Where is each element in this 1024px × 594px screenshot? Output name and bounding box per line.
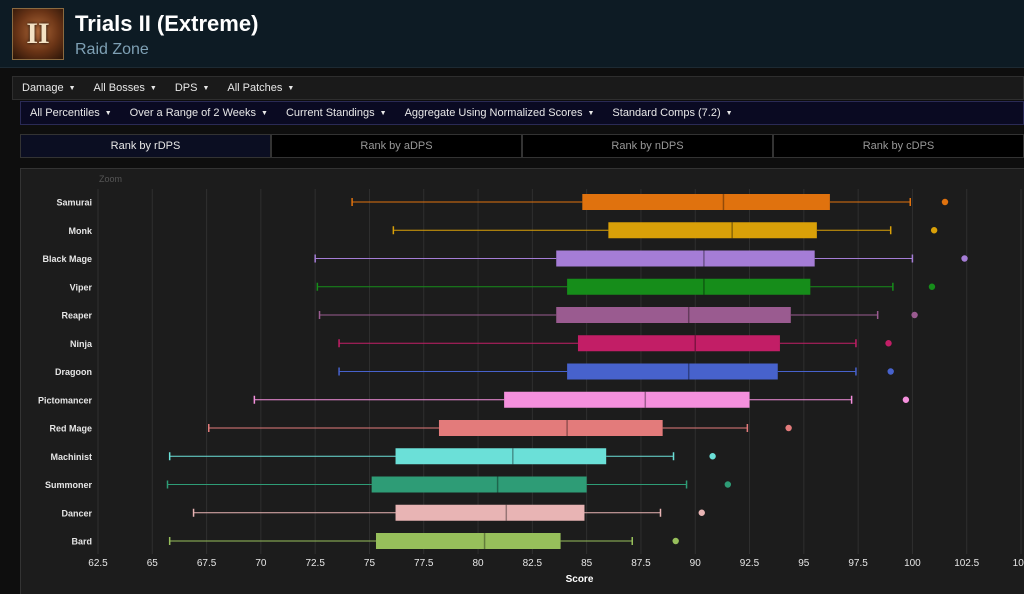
- iqr-box: [567, 363, 778, 380]
- y-category-label: Viper: [70, 282, 93, 292]
- outlier-point: [941, 198, 949, 206]
- tab-rank-rdps[interactable]: Rank by rDPS: [20, 134, 271, 158]
- x-axis-title: Score: [566, 574, 594, 585]
- chart-panel: Zoom 62.5 65 67.5 70 72.5 75 77.5 80 82.5 85 87.5 9…: [20, 168, 1024, 594]
- x-tick-label: 65: [147, 558, 159, 569]
- zone-header: II Trials II (Extreme) Raid Zone: [0, 0, 1024, 68]
- percentile-dropdown[interactable]: All Percentiles ▼: [30, 107, 112, 119]
- zone-logo-icon: II: [12, 8, 64, 60]
- x-tick-label: 87.5: [631, 558, 651, 569]
- tab-rank-adps[interactable]: Rank by aDPS: [271, 134, 522, 158]
- iqr-box: [395, 504, 585, 521]
- iqr-box: [438, 420, 663, 436]
- outlier-point: [887, 368, 894, 375]
- iqr-box: [375, 533, 561, 549]
- x-tick-label: 80: [472, 558, 484, 569]
- caret-down-icon: ▼: [68, 85, 76, 92]
- standings-dropdown[interactable]: Current Standings ▼: [285, 107, 387, 119]
- aggregate-dropdown[interactable]: Aggregate Using Normalized Scores ▼: [404, 107, 595, 119]
- x-tick-label: 67.5: [197, 558, 217, 569]
- caret-down-icon: ▼: [149, 85, 157, 92]
- y-category-label: Dancer: [61, 508, 92, 518]
- x-tick-label: 92.5: [740, 558, 760, 569]
- iqr-box: [556, 307, 791, 323]
- caret-down-icon: ▼: [379, 110, 387, 117]
- filter-bar-secondary: All Percentiles ▼ Over a Range of 2 Weeks…: [20, 101, 1024, 125]
- x-tick-label: 82.5: [523, 558, 543, 569]
- outlier-point: [724, 481, 732, 488]
- outlier-point: [902, 396, 910, 403]
- score-boxplot-chart: 62.5 65 67.5 70 72.5 75 77.5 80 82.5 85 87.5 90 92.5…: [38, 189, 1024, 585]
- y-category-label: Pictomancer: [38, 395, 93, 405]
- outlier-point: [698, 509, 705, 516]
- tab-rank-cdps[interactable]: Rank by cDPS: [773, 134, 1024, 158]
- outlier-point: [709, 453, 716, 460]
- x-tick-label: 102.5: [954, 558, 979, 569]
- outlier-point: [785, 424, 792, 432]
- iqr-box: [395, 448, 607, 465]
- y-category-label: Monk: [69, 226, 93, 236]
- x-tick-label: 70: [255, 558, 267, 569]
- x-tick-label: 62.5: [88, 558, 108, 569]
- caret-down-icon: ▼: [725, 110, 733, 117]
- rank-tabs: Rank by rDPS Rank by aDPS Rank by nDPS R…: [20, 134, 1024, 158]
- x-tick-label: 85: [581, 558, 593, 569]
- boss-dropdown[interactable]: All Bosses ▼: [93, 82, 157, 94]
- y-category-label: Dragoon: [55, 367, 92, 377]
- zone-title: Trials II (Extreme): [75, 11, 259, 36]
- x-tick-label: 75: [364, 558, 376, 569]
- x-tick-label: 77.5: [414, 558, 434, 569]
- y-category-label: Reaper: [61, 311, 92, 321]
- y-category-label: Black Mage: [42, 254, 92, 264]
- iqr-box: [504, 391, 750, 408]
- y-category-label: Summoner: [45, 480, 93, 490]
- x-tick-label: 72.5: [305, 558, 325, 569]
- iqr-box: [371, 476, 587, 493]
- x-tick-label: 95: [798, 558, 810, 569]
- iqr-box: [582, 194, 830, 210]
- range-dropdown[interactable]: Over a Range of 2 Weeks ▼: [129, 107, 268, 119]
- outlier-point: [961, 255, 968, 262]
- iqr-box: [556, 250, 815, 267]
- outlier-point: [930, 227, 938, 234]
- y-category-label: Machinist: [50, 452, 92, 462]
- zoom-label[interactable]: Zoom: [99, 174, 123, 184]
- comps-dropdown[interactable]: Standard Comps (7.2) ▼: [612, 107, 733, 119]
- x-tick-label: 100: [904, 558, 921, 569]
- y-category-label: Ninja: [70, 339, 93, 349]
- caret-down-icon: ▼: [261, 110, 268, 117]
- x-tick-label: 97.5: [848, 558, 868, 569]
- filter-bar-primary: Damage ▼ All Bosses ▼ DPS ▼ All Patches ▼: [12, 76, 1024, 100]
- x-tick-label: 105: [1013, 558, 1024, 569]
- x-tick-label: 90: [690, 558, 702, 569]
- y-category-label: Samurai: [56, 198, 92, 208]
- outlier-point: [928, 283, 936, 290]
- tab-rank-ndps[interactable]: Rank by nDPS: [522, 134, 773, 158]
- iqr-box: [567, 278, 811, 295]
- caret-down-icon: ▼: [202, 85, 210, 92]
- outlier-point: [672, 537, 679, 545]
- metric-dropdown[interactable]: Damage ▼: [22, 82, 76, 94]
- caret-down-icon: ▼: [104, 110, 112, 117]
- y-category-label: Red Mage: [49, 424, 92, 434]
- iqr-box: [577, 335, 780, 352]
- outlier-point: [911, 311, 918, 319]
- role-dropdown[interactable]: DPS ▼: [174, 82, 210, 94]
- iqr-box: [608, 222, 817, 239]
- zone-subtitle: Raid Zone: [75, 41, 149, 58]
- patch-dropdown[interactable]: All Patches ▼: [227, 82, 295, 94]
- y-category-label: Bard: [71, 537, 92, 547]
- outlier-point: [885, 340, 892, 347]
- caret-down-icon: ▼: [287, 85, 295, 92]
- caret-down-icon: ▼: [587, 110, 595, 117]
